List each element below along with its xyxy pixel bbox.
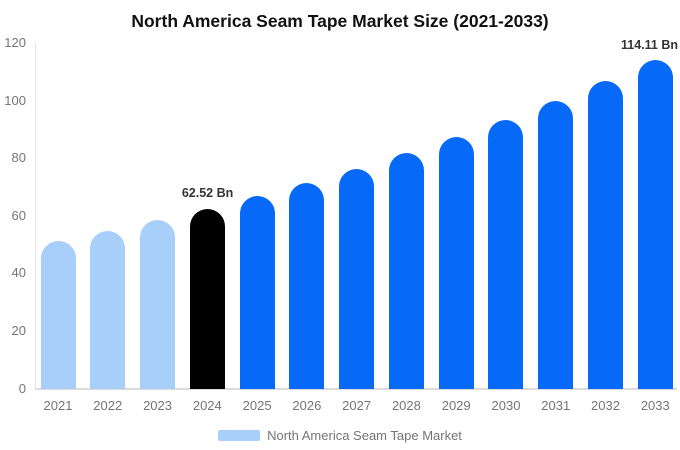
y-tick-label: 40 bbox=[11, 265, 26, 281]
x-tick-label: 2033 bbox=[640, 398, 670, 413]
x-tick-label: 2022 bbox=[93, 398, 123, 413]
bar-2029[interactable] bbox=[438, 137, 474, 389]
bar-2028[interactable] bbox=[388, 153, 424, 389]
chart-title: North America Seam Tape Market Size (202… bbox=[131, 11, 549, 31]
y-tick-label: 20 bbox=[11, 322, 26, 338]
bar-2022[interactable] bbox=[90, 231, 126, 389]
bar-2025[interactable] bbox=[239, 196, 275, 389]
y-tick-label: 0 bbox=[18, 380, 26, 396]
legend-swatch bbox=[218, 429, 261, 441]
legend-label: North America Seam Tape Market bbox=[267, 427, 462, 443]
x-tick-label: 2031 bbox=[541, 398, 571, 413]
x-tick-label: 2021 bbox=[43, 398, 73, 413]
x-tick-label: 2023 bbox=[143, 398, 172, 413]
bar-2021[interactable] bbox=[40, 241, 76, 389]
x-tick-label: 2024 bbox=[192, 398, 222, 413]
bar-2023[interactable] bbox=[140, 220, 176, 389]
bar-2030[interactable] bbox=[488, 119, 524, 389]
y-tick-label: 60 bbox=[11, 207, 26, 223]
x-axis-line bbox=[35, 388, 677, 390]
x-tick-label: 2029 bbox=[441, 398, 471, 413]
bar-2027[interactable] bbox=[339, 168, 375, 389]
bar-2026[interactable] bbox=[289, 182, 325, 389]
y-axis-line bbox=[35, 43, 36, 389]
y-tick-label: 100 bbox=[4, 92, 26, 108]
bar-value-label-2024: 62.52 Bn bbox=[181, 186, 234, 201]
y-tick-label: 120 bbox=[4, 34, 26, 50]
bar-2024[interactable] bbox=[189, 208, 225, 389]
bar-2031[interactable] bbox=[538, 101, 574, 389]
y-tick-label: 80 bbox=[11, 150, 26, 166]
x-tick-label: 2025 bbox=[242, 398, 272, 413]
x-tick-label: 2027 bbox=[342, 398, 372, 413]
x-tick-label: 2030 bbox=[491, 398, 521, 413]
bar-2032[interactable] bbox=[588, 81, 624, 389]
x-tick-label: 2032 bbox=[591, 398, 620, 413]
x-tick-label: 2028 bbox=[391, 398, 421, 413]
bar-value-label-2033: 114.11 Bn bbox=[621, 37, 678, 52]
x-tick-label: 2026 bbox=[292, 398, 322, 413]
legend: North America Seam Tape Market bbox=[0, 427, 680, 443]
bar-2033[interactable] bbox=[637, 59, 673, 389]
